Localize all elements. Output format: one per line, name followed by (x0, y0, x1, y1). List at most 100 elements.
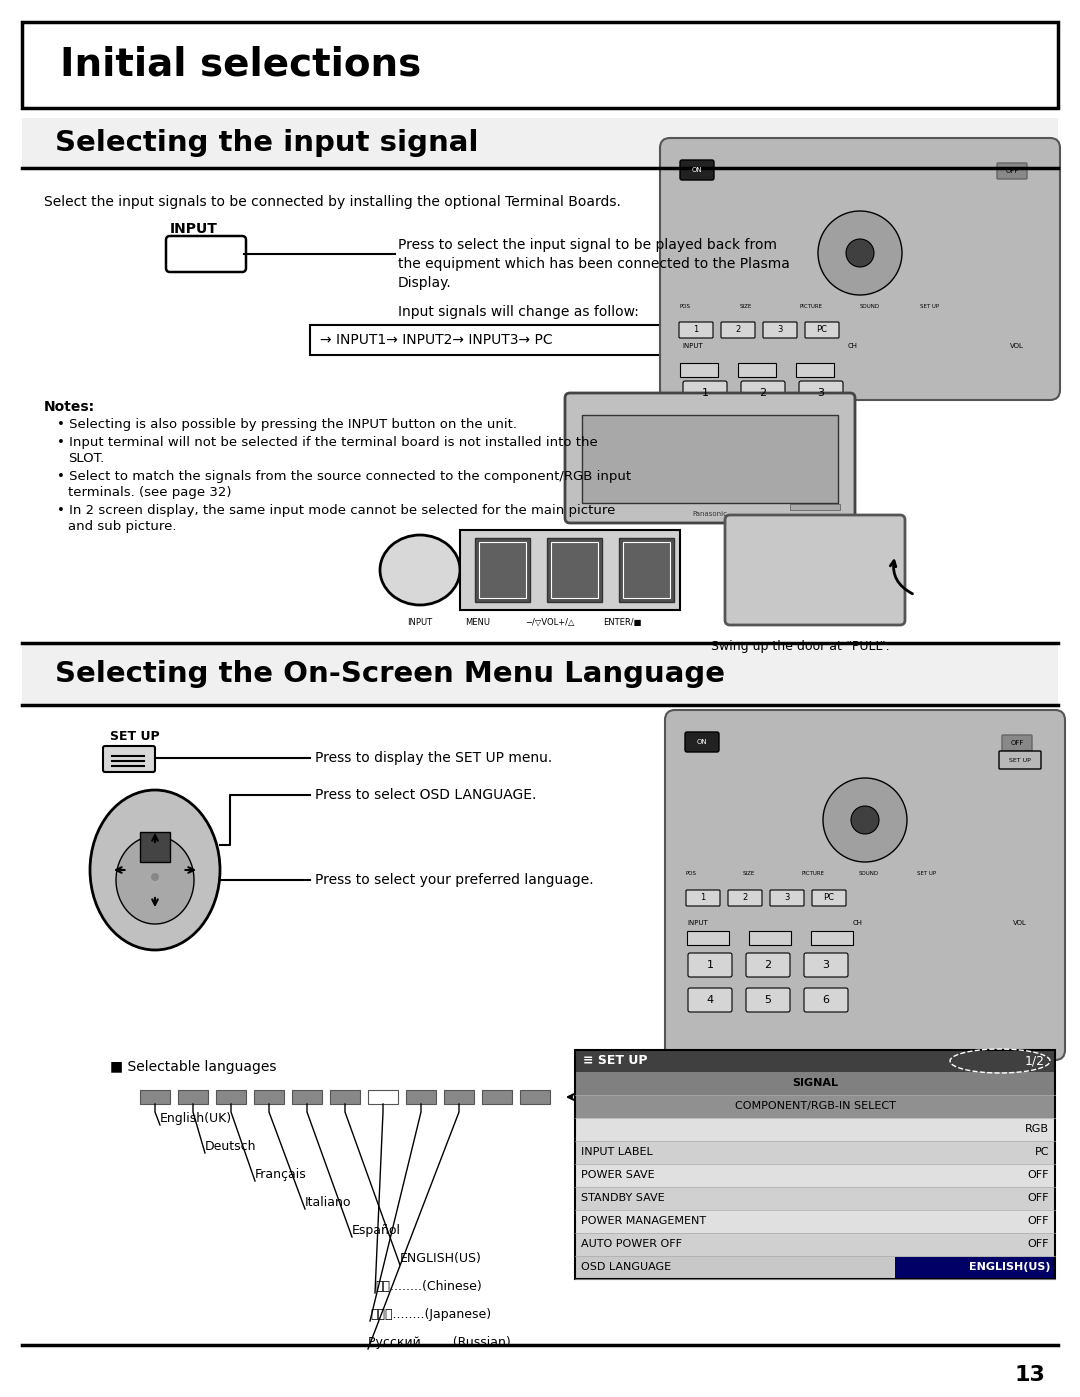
Text: PICTURE: PICTURE (800, 305, 823, 309)
Bar (254, 1090, 284, 1104)
Ellipse shape (380, 535, 460, 605)
Text: CH: CH (848, 344, 858, 349)
Bar (444, 1090, 474, 1104)
Text: 2: 2 (765, 960, 771, 970)
Bar (22, 117, 1058, 168)
Text: SET UP: SET UP (917, 870, 936, 876)
Text: PC: PC (824, 894, 835, 902)
Circle shape (851, 806, 879, 834)
Text: OSD LANGUAGE: OSD LANGUAGE (581, 1261, 671, 1273)
Text: Initial selections: Initial selections (60, 46, 421, 84)
Text: Deutsch: Deutsch (205, 1140, 257, 1153)
Bar (687, 930, 729, 944)
Bar (623, 542, 670, 598)
Text: SOUND: SOUND (860, 305, 880, 309)
Text: Selecting the On-Screen Menu Language: Selecting the On-Screen Menu Language (55, 659, 725, 687)
Text: Press to display the SET UP menu.: Press to display the SET UP menu. (315, 752, 552, 766)
FancyBboxPatch shape (762, 321, 797, 338)
FancyBboxPatch shape (805, 321, 839, 338)
Text: Select the input signals to be connected by installing the optional Terminal Boa: Select the input signals to be connected… (44, 196, 621, 210)
FancyBboxPatch shape (997, 163, 1027, 179)
Text: INPUT: INPUT (687, 921, 707, 926)
Text: 1: 1 (700, 894, 705, 902)
Bar (575, 1118, 1055, 1141)
Text: SIZE: SIZE (743, 870, 755, 876)
FancyBboxPatch shape (685, 732, 719, 752)
Bar (140, 1090, 170, 1104)
Circle shape (846, 239, 874, 267)
Text: 日本語........(Japanese): 日本語........(Japanese) (370, 1308, 491, 1322)
Text: 1: 1 (706, 960, 714, 970)
Bar (789, 504, 840, 510)
Text: • In 2 screen display, the same input mode cannot be selected for the main pictu: • In 2 screen display, the same input mo… (57, 504, 616, 517)
Text: ON: ON (697, 739, 707, 745)
FancyBboxPatch shape (688, 953, 732, 977)
Text: INPUT: INPUT (407, 617, 433, 627)
Text: Press to select your preferred language.: Press to select your preferred language. (315, 873, 594, 887)
Bar (406, 1090, 436, 1104)
FancyBboxPatch shape (741, 381, 785, 405)
Bar (22, 22, 1058, 108)
Bar (575, 1051, 1055, 1071)
Bar (575, 1234, 1055, 1256)
Bar (216, 1090, 246, 1104)
Ellipse shape (90, 789, 220, 950)
FancyBboxPatch shape (804, 988, 848, 1011)
FancyBboxPatch shape (103, 746, 156, 773)
Text: → INPUT1→ INPUT2→ INPUT3→ PC: → INPUT1→ INPUT2→ INPUT3→ PC (320, 332, 553, 346)
Bar (582, 415, 838, 503)
Bar (22, 643, 1058, 705)
Text: Panasonic: Panasonic (692, 511, 728, 517)
Text: 3: 3 (823, 960, 829, 970)
Text: POS: POS (680, 305, 691, 309)
Bar (140, 833, 170, 862)
FancyBboxPatch shape (166, 236, 246, 272)
Text: INPUT LABEL: INPUT LABEL (581, 1147, 652, 1157)
Text: PC: PC (1035, 1147, 1049, 1157)
Text: SLOT.: SLOT. (68, 453, 105, 465)
FancyBboxPatch shape (721, 321, 755, 338)
Bar (330, 1090, 360, 1104)
Text: ENTER/■: ENTER/■ (603, 617, 642, 627)
FancyBboxPatch shape (1002, 735, 1032, 752)
Text: Press to select OSD LANGUAGE.: Press to select OSD LANGUAGE. (315, 788, 537, 802)
Text: ■ Selectable languages: ■ Selectable languages (110, 1060, 276, 1074)
Text: STANDBY SAVE: STANDBY SAVE (581, 1193, 664, 1203)
Text: English(UK): English(UK) (160, 1112, 232, 1125)
Text: Input signals will change as follow:: Input signals will change as follow: (399, 305, 639, 319)
Text: PICTURE: PICTURE (801, 870, 824, 876)
FancyBboxPatch shape (683, 381, 727, 405)
FancyBboxPatch shape (770, 890, 804, 907)
Text: Display.: Display. (399, 277, 451, 291)
Text: and sub picture.: and sub picture. (68, 520, 176, 534)
Bar (575, 1210, 1055, 1234)
Bar (551, 542, 598, 598)
FancyBboxPatch shape (999, 752, 1041, 768)
Bar (482, 1090, 512, 1104)
Text: ON: ON (691, 168, 702, 173)
FancyBboxPatch shape (812, 890, 846, 907)
FancyBboxPatch shape (799, 381, 843, 405)
Bar (575, 1141, 1055, 1164)
Text: Selecting the input signal: Selecting the input signal (55, 129, 478, 156)
Text: 3: 3 (778, 326, 783, 334)
Text: OFF: OFF (1010, 740, 1024, 746)
Bar (460, 529, 680, 610)
Bar (895, 1257, 1055, 1278)
Text: POWER SAVE: POWER SAVE (581, 1171, 654, 1180)
Text: OFF: OFF (1027, 1215, 1049, 1227)
Text: ≡ SET UP: ≡ SET UP (583, 1055, 648, 1067)
Text: Swing up the door at “PULL”.: Swing up the door at “PULL”. (711, 640, 889, 652)
Bar (738, 363, 777, 377)
Text: 4: 4 (706, 995, 714, 1004)
Text: OFF: OFF (1027, 1171, 1049, 1180)
FancyBboxPatch shape (665, 710, 1065, 1060)
Text: 2: 2 (759, 388, 767, 398)
Text: Notes:: Notes: (44, 400, 95, 414)
Text: PC: PC (816, 326, 827, 334)
FancyBboxPatch shape (565, 393, 855, 522)
Circle shape (151, 873, 159, 882)
Text: INPUT: INPUT (170, 222, 218, 236)
Ellipse shape (116, 835, 194, 923)
FancyBboxPatch shape (728, 890, 762, 907)
